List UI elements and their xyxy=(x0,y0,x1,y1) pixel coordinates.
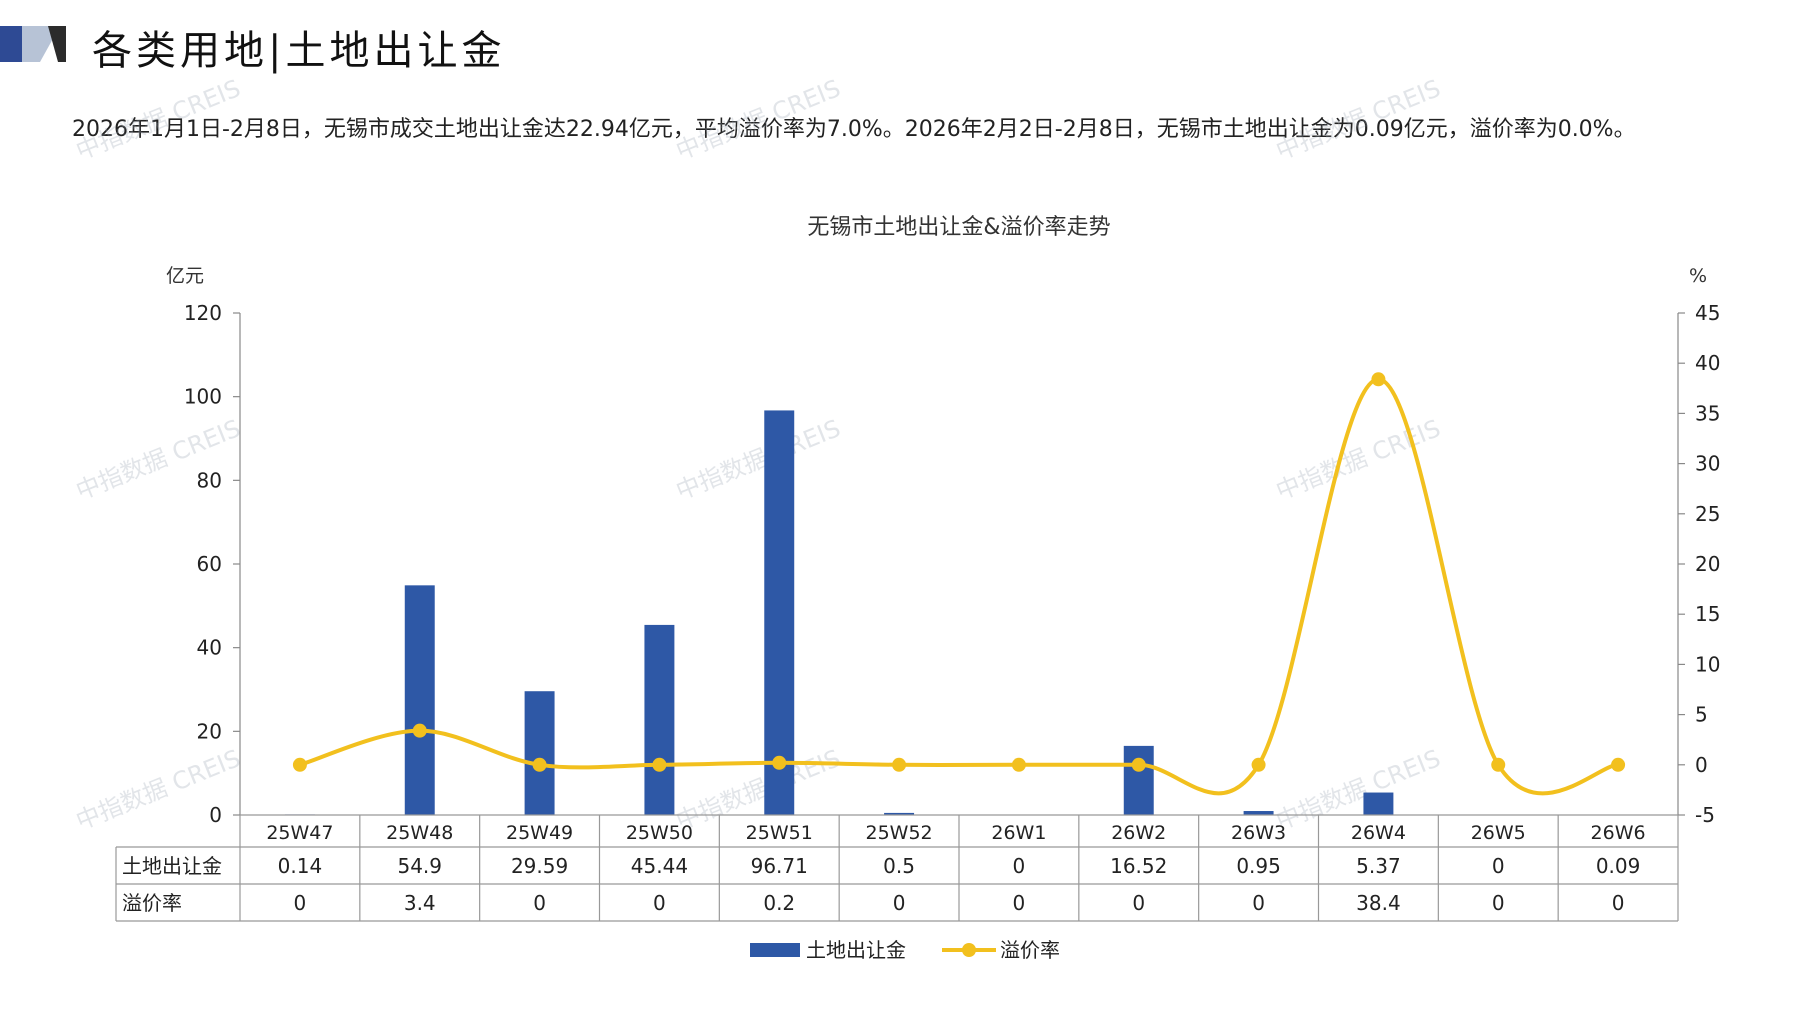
legend-label-bar: 土地出让金 xyxy=(806,938,906,962)
line-point-26W5 xyxy=(1491,757,1506,772)
bar-25W48 xyxy=(404,585,435,815)
line-point-25W51 xyxy=(772,755,787,770)
x-axis-tick-label: 26W6 xyxy=(1591,822,1646,844)
line-point-25W50 xyxy=(652,757,667,772)
data-label-bar: 45.44 xyxy=(631,854,688,878)
data-label-bar: 0 xyxy=(1013,854,1026,878)
line-point-25W52 xyxy=(892,757,907,772)
data-label-line: 0 xyxy=(1492,891,1505,915)
line-point-26W1 xyxy=(1011,757,1026,772)
right-axis-tick-label: 5 xyxy=(1695,703,1708,727)
data-label-line: 0 xyxy=(653,891,666,915)
data-label-bar: 16.52 xyxy=(1110,854,1167,878)
x-axis-tick-label: 26W1 xyxy=(991,822,1046,844)
x-axis-tick-label: 26W2 xyxy=(1111,822,1166,844)
header-logo xyxy=(0,26,66,62)
left-axis-unit: 亿元 xyxy=(166,265,204,287)
right-axis-tick-label: 45 xyxy=(1695,301,1720,325)
left-axis-tick-label: 40 xyxy=(197,636,222,660)
data-label-line: 0 xyxy=(1013,891,1026,915)
data-label-bar: 0.95 xyxy=(1236,854,1281,878)
premium-rate-line xyxy=(299,377,1619,796)
right-axis-tick-label: 10 xyxy=(1695,652,1720,676)
legend-swatch-bar xyxy=(750,943,800,957)
legend-label-line: 溢价率 xyxy=(1000,938,1060,962)
left-axis-tick-label: 60 xyxy=(197,552,222,576)
x-axis-tick-label: 26W5 xyxy=(1471,822,1526,844)
data-label-bar: 29.59 xyxy=(511,854,568,878)
bar-25W51 xyxy=(764,410,795,815)
x-axis-tick-label: 25W50 xyxy=(626,822,693,844)
bar-26W2 xyxy=(1123,745,1154,815)
x-axis-tick-label: 25W51 xyxy=(746,822,813,844)
x-axis-tick-label: 25W47 xyxy=(266,822,333,844)
chart-title: 无锡市土地出让金&溢价率走势 xyxy=(807,215,1110,240)
left-axis-tick-label: 20 xyxy=(197,719,222,743)
page-title: 各类用地|土地出让金 xyxy=(92,28,506,74)
right-axis-tick-label: 0 xyxy=(1695,753,1708,777)
left-axis-tick-label: 80 xyxy=(197,468,222,492)
data-label-bar: 54.9 xyxy=(397,854,442,878)
table-row-header-bar: 土地出让金 xyxy=(122,854,222,878)
bar-25W50 xyxy=(644,624,675,815)
right-axis-tick-label: 35 xyxy=(1695,401,1720,425)
line-point-26W3 xyxy=(1251,757,1266,772)
summary-text: 2026年1月1日-2月8日，无锡市成交土地出让金达22.94亿元，平均溢价率为… xyxy=(72,117,1636,142)
right-axis-tick-label: 30 xyxy=(1695,452,1720,476)
right-axis-tick-label: -5 xyxy=(1695,803,1715,827)
left-axis-tick-label: 0 xyxy=(209,803,222,827)
data-label-line: 0.2 xyxy=(763,891,795,915)
table-row-header-line: 溢价率 xyxy=(122,891,182,915)
line-point-26W2 xyxy=(1131,757,1146,772)
data-label-bar: 5.37 xyxy=(1356,854,1401,878)
line-point-25W47 xyxy=(292,757,307,772)
data-label-bar: 96.71 xyxy=(751,854,808,878)
bar-26W4 xyxy=(1363,792,1394,815)
line-point-25W49 xyxy=(532,757,547,772)
data-label-line: 0 xyxy=(1612,891,1625,915)
data-label-line: 0 xyxy=(533,891,546,915)
data-label-bar: 0.14 xyxy=(278,854,323,878)
right-axis-tick-label: 20 xyxy=(1695,552,1720,576)
legend-swatch-line-point xyxy=(962,943,976,957)
bar-25W49 xyxy=(524,691,555,815)
data-label-line: 0 xyxy=(1252,891,1265,915)
line-point-25W48 xyxy=(412,723,427,738)
data-label-line: 3.4 xyxy=(404,891,436,915)
line-point-26W4 xyxy=(1371,372,1386,387)
right-axis-tick-label: 25 xyxy=(1695,502,1720,526)
data-label-line: 0 xyxy=(294,891,307,915)
right-axis-tick-label: 15 xyxy=(1695,602,1720,626)
bar-26W3 xyxy=(1243,811,1274,815)
x-axis-tick-label: 25W48 xyxy=(386,822,453,844)
data-label-bar: 0.5 xyxy=(883,854,915,878)
right-axis-unit: % xyxy=(1689,265,1707,287)
data-label-bar: 0 xyxy=(1492,854,1505,878)
bar-25W52 xyxy=(884,812,915,815)
left-axis-tick-label: 100 xyxy=(184,385,222,409)
x-axis-tick-label: 26W3 xyxy=(1231,822,1286,844)
x-axis-tick-label: 25W49 xyxy=(506,822,573,844)
data-label-bar: 0.09 xyxy=(1596,854,1641,878)
x-axis-tick-label: 25W52 xyxy=(866,822,933,844)
data-label-line: 38.4 xyxy=(1356,891,1401,915)
right-axis-tick-label: 40 xyxy=(1695,351,1720,375)
line-point-26W6 xyxy=(1611,757,1626,772)
left-axis-tick-label: 120 xyxy=(184,301,222,325)
data-label-line: 0 xyxy=(893,891,906,915)
x-axis-tick-label: 26W4 xyxy=(1351,822,1406,844)
data-label-line: 0 xyxy=(1132,891,1145,915)
